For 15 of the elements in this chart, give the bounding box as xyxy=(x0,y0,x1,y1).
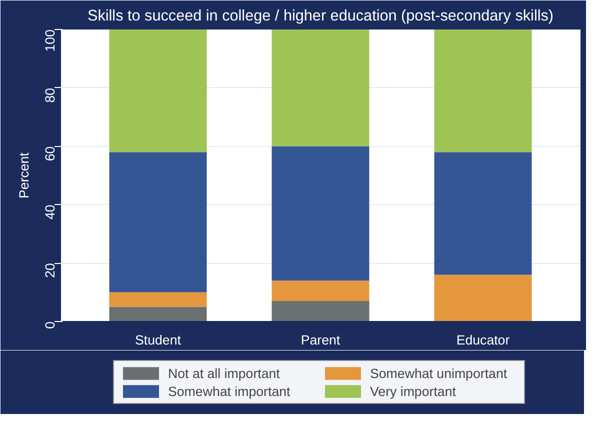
y-tick-label: 0 xyxy=(42,321,58,329)
x-tick-label: Educator xyxy=(456,332,510,348)
y-tick-label: 20 xyxy=(42,263,58,278)
y-tick-label: 80 xyxy=(42,88,58,103)
x-tick-label: Student xyxy=(135,332,182,348)
x-tick-label: Parent xyxy=(300,332,340,348)
legend-label: Somewhat unimportant xyxy=(370,366,508,380)
legend-label: Somewhat important xyxy=(168,384,292,398)
y-tick-label: 40 xyxy=(42,204,58,220)
legend-label: Very important xyxy=(370,384,457,398)
y-axis-title: Percent xyxy=(16,152,32,198)
chart-title: Skills to succeed in college / higher education (post-secondary skills) xyxy=(87,8,554,24)
y-tick-label: 100 xyxy=(42,29,58,52)
y-tick-label: 60 xyxy=(42,146,58,162)
legend-label: Not at all important xyxy=(168,366,281,380)
